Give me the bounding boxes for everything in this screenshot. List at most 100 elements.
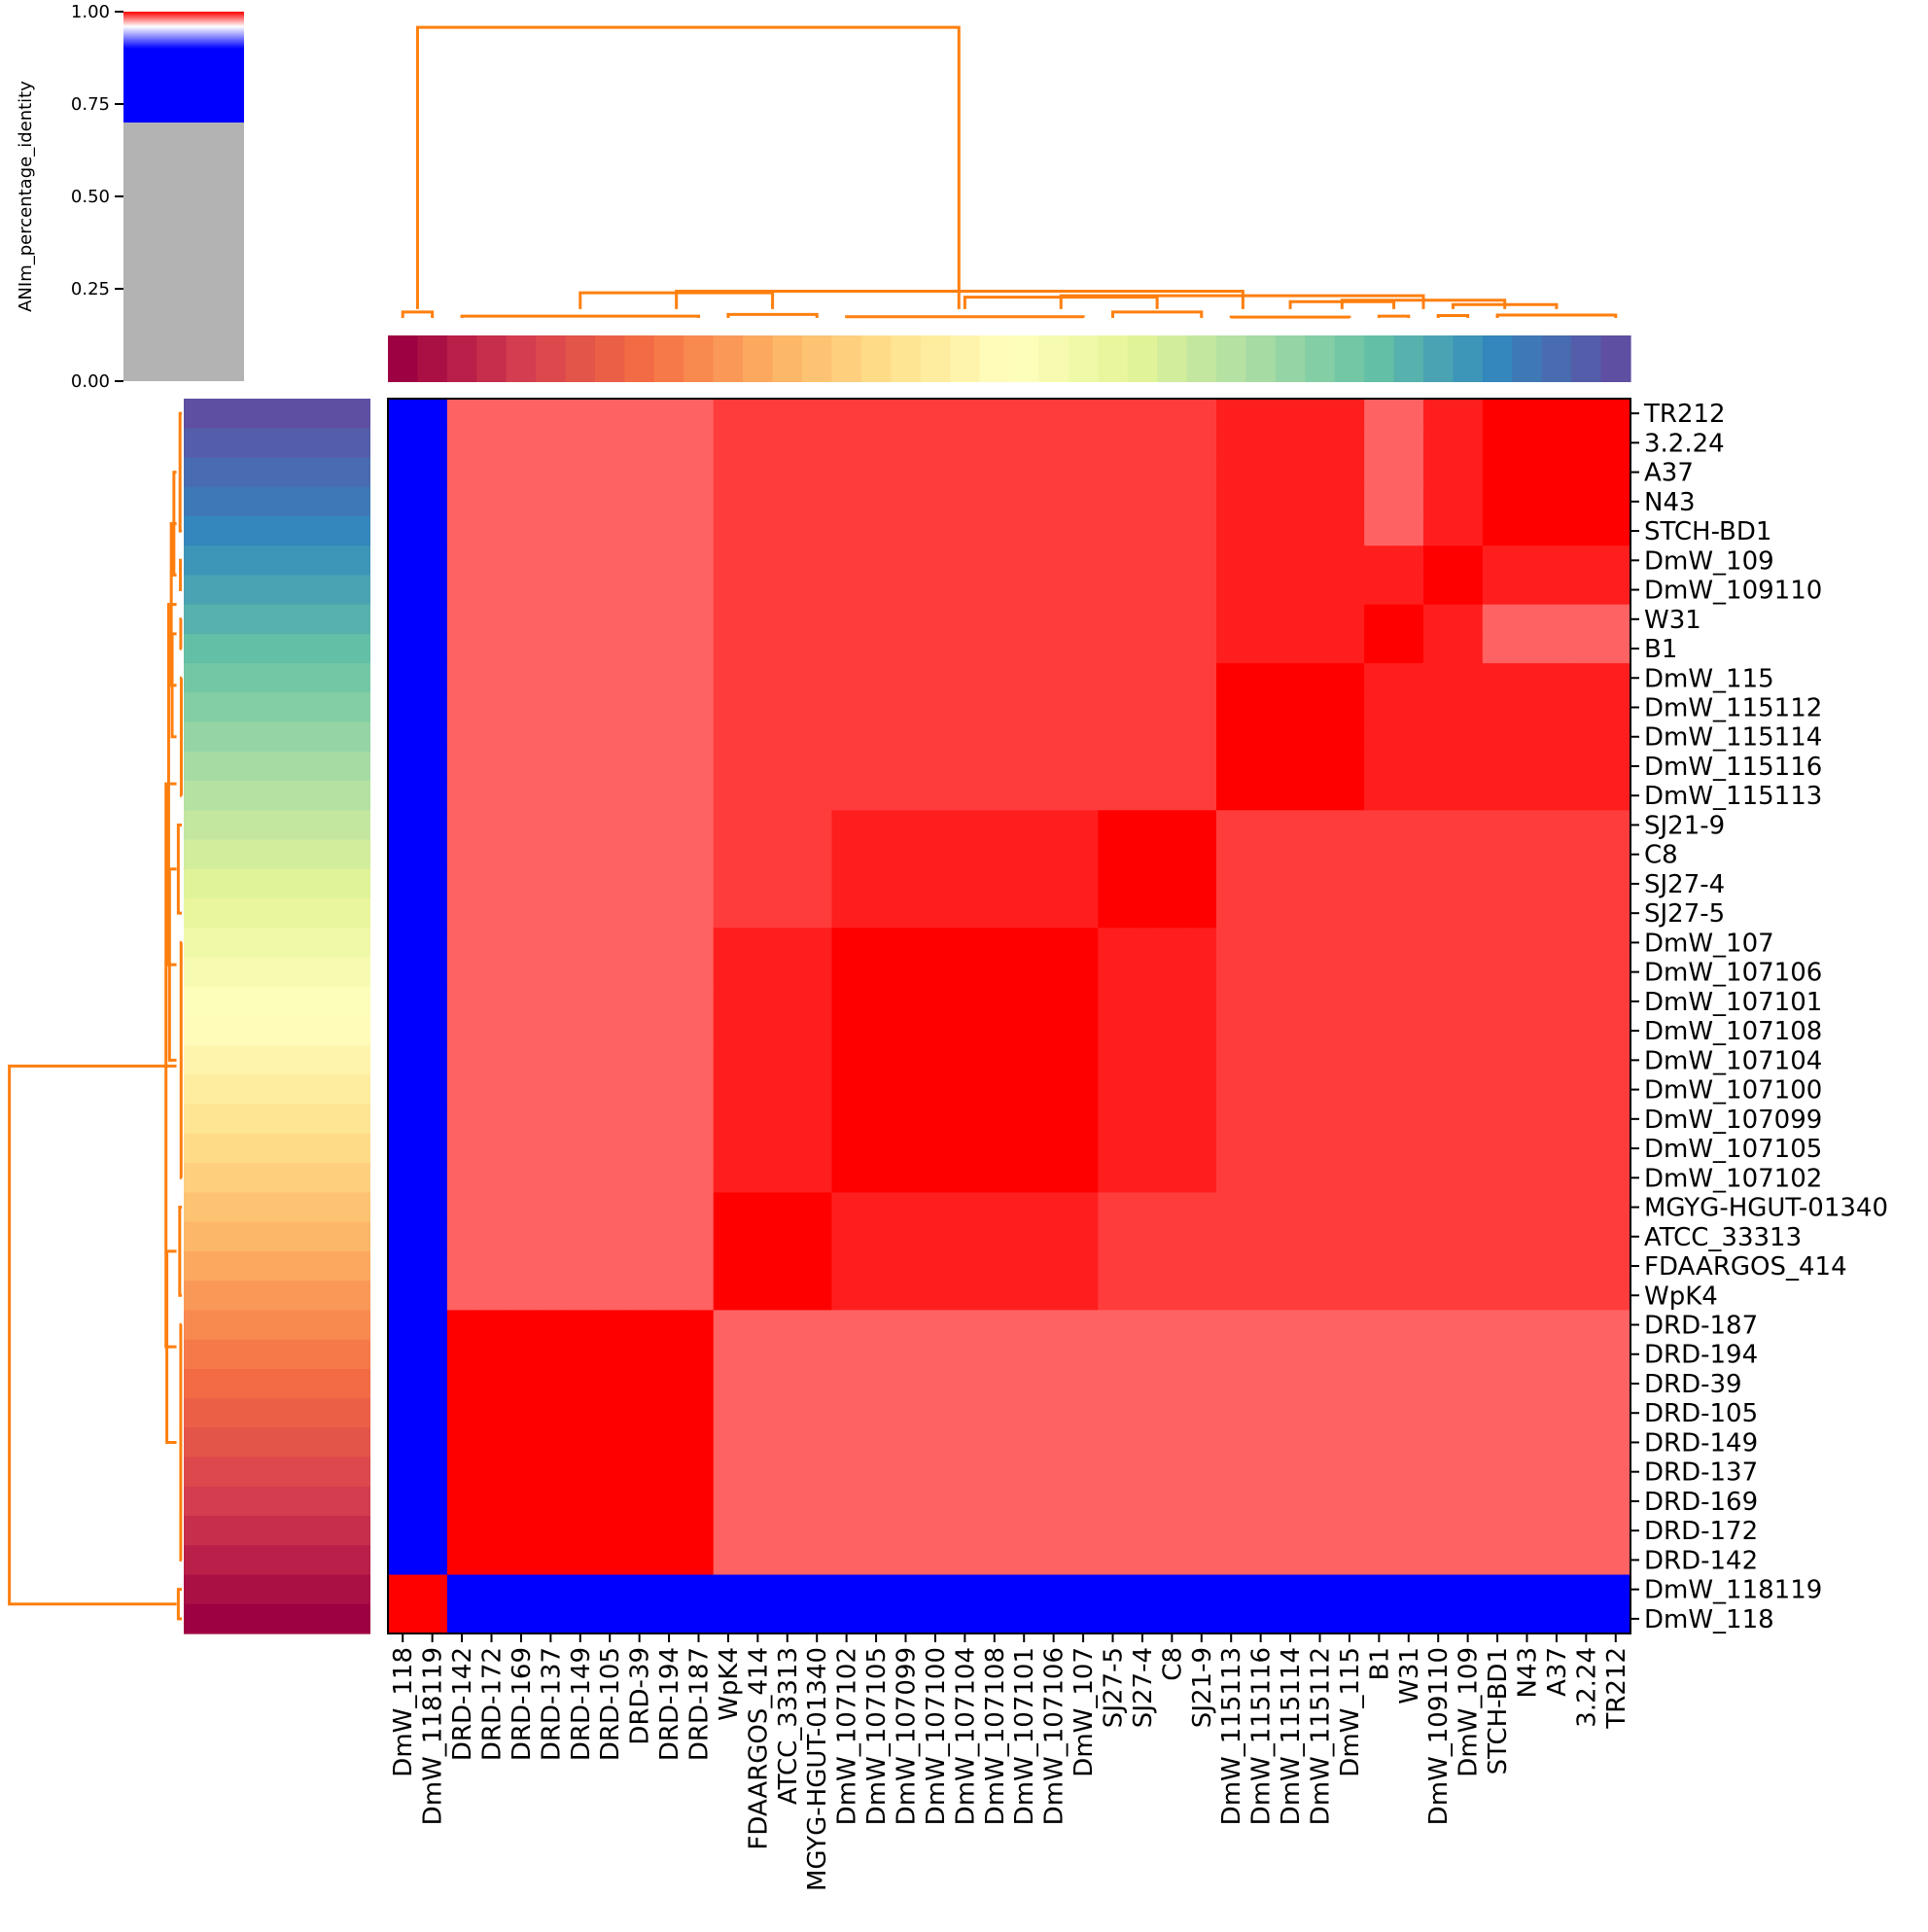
heatmap-cell: [417, 1457, 448, 1488]
row-label: B1: [1644, 635, 1677, 664]
heatmap-cell: [772, 428, 803, 459]
column-strip-cell: [1453, 335, 1484, 382]
heatmap-cell: [1038, 1368, 1069, 1399]
heatmap-cell: [831, 1603, 862, 1634]
row-label: DmW_115114: [1644, 723, 1822, 753]
heatmap-cell: [684, 751, 715, 782]
heatmap-cell: [772, 1104, 803, 1135]
heatmap-cell: [1364, 1574, 1395, 1605]
row-label: DRD-142: [1644, 1546, 1758, 1575]
heatmap-cell: [595, 663, 626, 693]
column-labels: DmW_118 DmW_118119 DRD-142 DRD-172 DRD-169 DR…: [389, 1633, 1631, 1891]
heatmap-cell: [1275, 1427, 1306, 1458]
heatmap-cell: [684, 1368, 715, 1399]
heatmap-cell: [506, 575, 537, 606]
heatmap-cell: [891, 428, 922, 459]
heatmap-cell: [1068, 1339, 1099, 1370]
heatmap-cell: [565, 1192, 596, 1223]
column-label: DmW_107100: [922, 1647, 951, 1825]
heatmap-cell: [1541, 663, 1572, 693]
heatmap-cell: [1600, 1368, 1631, 1399]
heatmap-cell: [1157, 1310, 1188, 1341]
row-label: DRD-169: [1644, 1488, 1758, 1517]
heatmap-cell: [950, 575, 981, 606]
heatmap-cell: [595, 457, 626, 488]
heatmap-cell: [1157, 692, 1188, 723]
heatmap-cell: [1038, 515, 1069, 546]
heatmap-cell: [891, 515, 922, 546]
heatmap-cell: [1600, 1045, 1631, 1076]
heatmap-cell: [1038, 781, 1069, 811]
heatmap-cell: [1009, 663, 1040, 693]
heatmap-cell: [1157, 1045, 1188, 1076]
heatmap-cell: [743, 928, 774, 959]
heatmap-cell: [476, 515, 508, 546]
heatmap-cell: [476, 575, 508, 606]
colorbar-tick-label: 0.00: [71, 371, 110, 392]
heatmap-cell: [1364, 692, 1395, 723]
heatmap-cell: [446, 692, 477, 723]
heatmap-cell: [653, 1221, 684, 1252]
heatmap-cell: [388, 957, 419, 988]
heatmap-cell: [1393, 868, 1424, 899]
heatmap-cell: [1541, 604, 1572, 635]
heatmap-cell: [565, 575, 596, 606]
heatmap-cell: [860, 428, 892, 459]
heatmap-cell: [1275, 1074, 1306, 1106]
heatmap-cell: [1216, 1398, 1247, 1428]
heatmap-cell: [1453, 692, 1484, 723]
heatmap-cell: [624, 633, 655, 664]
heatmap-cell: [743, 663, 774, 693]
heatmap-cell: [388, 1516, 419, 1546]
heatmap-cell: [684, 957, 715, 988]
heatmap-cell: [1334, 1427, 1365, 1458]
heatmap-cell: [1098, 781, 1129, 811]
heatmap-cell: [653, 399, 684, 429]
heatmap-cell: [506, 781, 537, 811]
heatmap-cell: [950, 781, 981, 811]
heatmap-cell: [1482, 1310, 1513, 1341]
heatmap-cell: [388, 633, 419, 664]
heatmap-cell: [1393, 1368, 1424, 1399]
heatmap-cell: [1157, 1368, 1188, 1399]
heatmap-cell: [743, 839, 774, 870]
heatmap-cell: [684, 868, 715, 899]
heatmap-cell: [1068, 1133, 1099, 1164]
heatmap-cell: [1571, 663, 1602, 693]
column-strip-cell: [446, 335, 477, 382]
heatmap-cell: [476, 986, 508, 1017]
heatmap-cell: [920, 1398, 951, 1428]
heatmap-cell: [891, 1221, 922, 1252]
dendrogram-link: [8, 1064, 177, 1606]
heatmap-cell: [979, 575, 1010, 606]
heatmap-cell: [417, 1545, 448, 1576]
heatmap-cell: [1541, 1486, 1572, 1517]
heatmap-cell: [950, 515, 981, 546]
heatmap-cell: [1423, 868, 1455, 899]
heatmap-cell: [1245, 781, 1277, 811]
heatmap-cell: [1068, 1603, 1099, 1634]
heatmap-cell: [831, 692, 862, 723]
heatmap-cell: [624, 1221, 655, 1252]
heatmap-cell: [831, 545, 862, 577]
heatmap-cell: [1127, 1016, 1158, 1046]
column-label: DmW_107101: [1010, 1647, 1039, 1825]
heatmap-cell: [506, 692, 537, 723]
row-strip-cell: [184, 1221, 370, 1252]
heatmap-cell: [1157, 868, 1188, 899]
heatmap-cell: [831, 810, 862, 841]
heatmap-cell: [1009, 1281, 1040, 1311]
heatmap-cell: [1571, 1516, 1602, 1546]
heatmap-cell: [1571, 1603, 1602, 1634]
heatmap-cell: [1334, 1250, 1365, 1282]
heatmap-cell: [979, 1457, 1010, 1488]
heatmap-cell: [1393, 1603, 1424, 1634]
heatmap-cell: [713, 1545, 744, 1576]
heatmap-cell: [1423, 1339, 1455, 1370]
heatmap-cell: [713, 1016, 744, 1046]
heatmap-cell: [506, 928, 537, 959]
heatmap-cell: [831, 839, 862, 870]
heatmap-cell: [772, 1427, 803, 1458]
heatmap-cell: [1512, 633, 1543, 664]
heatmap-cell: [1541, 428, 1572, 459]
